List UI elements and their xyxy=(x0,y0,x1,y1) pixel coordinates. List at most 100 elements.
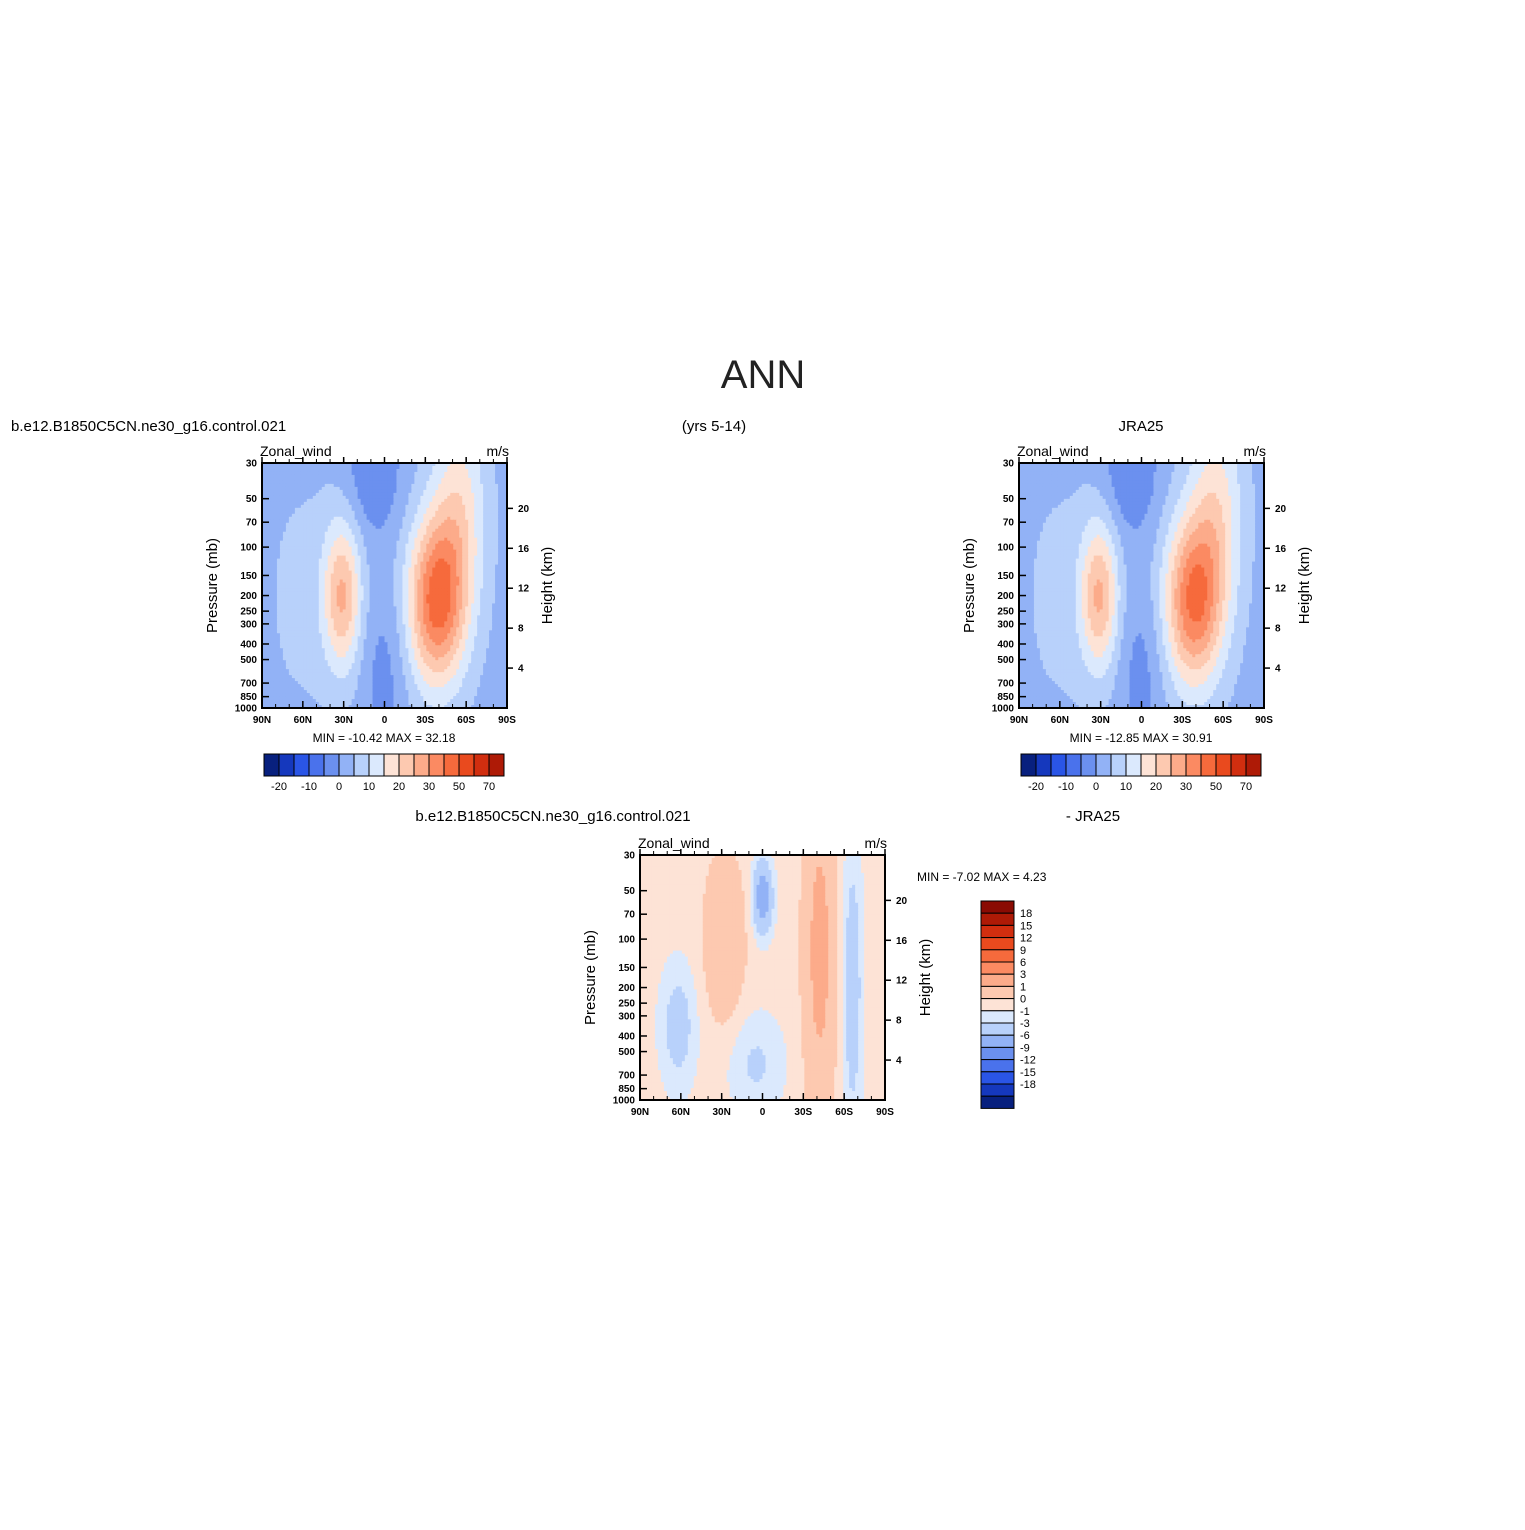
panel-1-field-cell xyxy=(462,489,466,494)
panel-1-field-cell xyxy=(486,501,490,506)
panel-1-field-cell xyxy=(342,495,347,500)
panel-1-field-cell xyxy=(384,477,389,482)
panel-1-field-cell xyxy=(384,495,389,500)
panel-1-field-cell xyxy=(450,480,454,485)
panel-1-field-cell xyxy=(294,468,299,473)
panel-1-field-cell xyxy=(264,480,269,485)
panel-1-case-label: b.e12.B1850C5CN.ne30_g16.control.021 xyxy=(11,418,286,435)
panel-1-field-cell xyxy=(411,486,415,491)
panel-1-field-cell xyxy=(438,471,442,476)
panel-1-field-cell xyxy=(324,477,329,482)
panel-1-field-cell xyxy=(333,495,338,500)
panel-1-field-cell xyxy=(297,492,302,497)
panel-1-field-cell xyxy=(288,471,293,476)
panel-1-field-cell xyxy=(492,492,496,497)
panel-1-field-cell xyxy=(390,465,395,470)
panel-1-field-cell xyxy=(318,465,323,470)
panel-1-field-cell xyxy=(498,489,502,494)
panel-1-field-cell xyxy=(468,495,472,500)
panel-1-field-cell xyxy=(273,477,278,482)
panel-1-field-cell xyxy=(282,480,287,485)
panel-1-field-cell xyxy=(342,465,347,470)
panel-1-field-cell xyxy=(369,480,374,485)
panel-1-field-cell xyxy=(402,504,407,509)
panel-1-field-cell xyxy=(345,492,350,497)
panel-1-field-cell xyxy=(459,501,463,506)
panel-1-field-cell xyxy=(321,474,326,479)
panel-1-field-cell xyxy=(471,495,475,500)
panel-1-field-cell xyxy=(312,492,317,497)
panel-1-field-cell xyxy=(366,501,371,506)
panel-1-field-cell xyxy=(471,477,475,482)
panel-1-field-cell xyxy=(423,480,427,485)
panel-1-field-cell xyxy=(264,492,269,497)
panel-1-field-cell xyxy=(363,477,368,482)
panel-1-field-cell xyxy=(429,463,433,467)
panel-1-field-cell xyxy=(501,489,505,494)
panel-1-field-cell xyxy=(402,501,407,506)
panel-1-field-cell xyxy=(444,498,448,503)
panel-1-period-label: (yrs 5-14) xyxy=(682,418,746,435)
panel-1-field-cell xyxy=(300,495,305,500)
panel-1-field-cell xyxy=(504,463,508,467)
panel-1-field-cell xyxy=(495,492,499,497)
panel-1-field-cell xyxy=(366,480,371,485)
panel-1-field-cell xyxy=(402,489,407,494)
panel-1-field-cell xyxy=(429,483,433,488)
panel-1-field-cell xyxy=(468,492,472,497)
panel-1-field-cell xyxy=(375,471,380,476)
panel-1-field-cell xyxy=(309,498,314,503)
panel-1-field-cell xyxy=(318,477,323,482)
panel-1-field-cell xyxy=(435,463,439,467)
panel-1-field-cell xyxy=(396,489,401,494)
panel-1-field-cell xyxy=(327,489,332,494)
panel-1-field-cell xyxy=(288,498,293,503)
panel-1-field-cell xyxy=(297,468,302,473)
panel-1-field-cell xyxy=(483,489,487,494)
panel-1-field-cell xyxy=(486,492,490,497)
panel-1-field-cell xyxy=(279,498,284,503)
panel-1-field-cell xyxy=(285,468,290,473)
panel-1-field-cell xyxy=(390,489,395,494)
panel-1-field-cell xyxy=(450,477,454,482)
panel-1-field-cell xyxy=(318,501,323,506)
panel-1-field-cell xyxy=(351,471,356,476)
panel-1-field-cell xyxy=(270,477,275,482)
panel-1-field-cell xyxy=(483,477,487,482)
panel-1-field-cell xyxy=(489,486,493,491)
panel-1-field-cell xyxy=(432,463,436,467)
panel-1-field-cell xyxy=(414,471,418,476)
panel-1-field-cell xyxy=(363,492,368,497)
panel-1-field-cell xyxy=(441,474,445,479)
panel-1-field-cell xyxy=(429,471,433,476)
panel-1-field-cell xyxy=(447,483,451,488)
panel-1-field-cell xyxy=(282,465,287,470)
panel-1-field-cell xyxy=(312,489,317,494)
panel-1-field-cell xyxy=(309,495,314,500)
panel-1-field-cell xyxy=(291,501,296,506)
panel-1-field-cell xyxy=(414,474,418,479)
panel-1-field-cell xyxy=(282,486,287,491)
panel-1-field-cell xyxy=(363,474,368,479)
panel-1-field-cell xyxy=(384,492,389,497)
panel-1-field-cell xyxy=(471,480,475,485)
panel-1-field-cell xyxy=(270,480,275,485)
panel-1-field-cell xyxy=(423,468,427,473)
panel-1-field-cell xyxy=(312,468,317,473)
panel-1-field-cell xyxy=(447,489,451,494)
panel-1-field-cell xyxy=(432,483,436,488)
panel-1-field-cell xyxy=(432,477,436,482)
panel-1-field-cell xyxy=(294,480,299,485)
panel-1-field-cell xyxy=(270,483,275,488)
panel-1-field-cell xyxy=(357,463,362,467)
panel-1-field-cell xyxy=(324,504,329,509)
panel-1-field-cell xyxy=(429,501,433,506)
panel-1-field-cell xyxy=(345,471,350,476)
panel-1-field-cell xyxy=(432,480,436,485)
panel-1-field-cell xyxy=(348,468,353,473)
panel-1-field-cell xyxy=(393,504,398,509)
panel-1-field-cell xyxy=(489,465,493,470)
panel-1-field-cell xyxy=(381,471,386,476)
panel-1-field-cell xyxy=(273,504,278,509)
panel-1-field-cell xyxy=(432,471,436,476)
